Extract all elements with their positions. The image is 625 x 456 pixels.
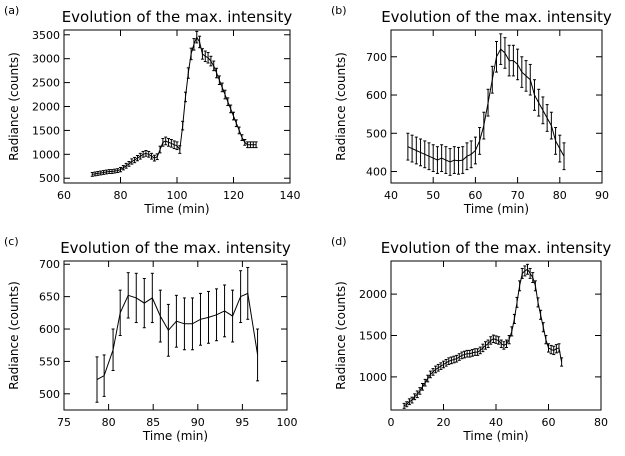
panel-label: (a) [4, 4, 19, 17]
y-tick-label: 1000 [359, 371, 387, 384]
y-tick-label: 2500 [32, 77, 60, 90]
y-tick-label: 1500 [32, 124, 60, 137]
chart-title: Evolution of the max. intensity [62, 8, 293, 26]
x-tick-label: 80 [102, 416, 116, 429]
x-tick-label: 100 [167, 189, 188, 202]
y-tick-label: 500 [366, 127, 387, 140]
y-tick-label: 500 [39, 388, 60, 401]
x-tick-label: 60 [542, 416, 556, 429]
x-tick-label: 40 [384, 189, 398, 202]
x-axis-label: Time (min) [463, 202, 529, 216]
series-line [92, 36, 257, 175]
x-axis-label: Time (min) [143, 202, 209, 216]
x-axis-label: Time (min) [462, 429, 528, 443]
y-tick-label: 2000 [359, 288, 387, 301]
x-tick-label: 90 [191, 416, 205, 429]
y-tick-label: 1000 [32, 148, 60, 161]
x-axis-label: Time (min) [142, 429, 208, 443]
chart-title: Evolution of the max. intensity [381, 8, 612, 26]
x-tick-label: 75 [57, 416, 71, 429]
panel-c: (c) Evolution of the max. intensity 75 80 85… [4, 235, 298, 443]
x-tick-label: 50 [426, 189, 440, 202]
chart-title: Evolution of the max. intensity [381, 239, 612, 257]
y-tick-label: 700 [39, 258, 60, 271]
x-tick-label: 0 [388, 416, 395, 429]
y-axis-label: Radiance (counts) [334, 52, 348, 161]
y-tick-label: 550 [39, 355, 60, 368]
chart-title: Evolution of the max. intensity [60, 239, 291, 257]
y-tick-label: 650 [39, 291, 60, 304]
x-tick-label: 20 [437, 416, 451, 429]
x-tick-label: 80 [114, 189, 128, 202]
series-line [403, 268, 563, 407]
y-tick-label: 3000 [32, 53, 60, 66]
x-tick-label: 95 [235, 416, 249, 429]
series-line [96, 292, 259, 381]
y-tick-label: 700 [366, 51, 387, 64]
x-tick-label: 140 [280, 189, 301, 202]
plot-frame [63, 260, 288, 411]
panel-b: (b) Evolution of the max. intensity 40 50 60… [331, 4, 612, 216]
x-tick-label: 80 [594, 416, 608, 429]
y-tick-label: 600 [39, 323, 60, 336]
x-tick-label: 80 [553, 189, 567, 202]
x-tick-label: 120 [223, 189, 244, 202]
plot-frame [63, 29, 291, 184]
plot-frame [390, 29, 603, 184]
x-tick-label: 40 [489, 416, 503, 429]
panel-label: (c) [4, 235, 19, 248]
y-tick-label: 500 [39, 172, 60, 185]
panel-a: (a) Evolution of the max. intensity 60 80 10… [4, 4, 301, 216]
x-tick-label: 70 [511, 189, 525, 202]
x-tick-label: 85 [146, 416, 160, 429]
y-tick-label: 600 [366, 89, 387, 102]
y-axis-label: Radiance (counts) [334, 281, 348, 390]
x-tick-label: 100 [277, 416, 298, 429]
x-tick-label: 90 [595, 189, 609, 202]
y-tick-label: 3500 [32, 29, 60, 42]
y-axis-label: Radiance (counts) [7, 281, 21, 390]
series-line [407, 48, 565, 163]
panel-label: (b) [331, 4, 347, 17]
x-tick-label: 60 [57, 189, 71, 202]
y-tick-label: 1500 [359, 330, 387, 343]
panel-label: (d) [331, 235, 347, 248]
y-tick-label: 2000 [32, 101, 60, 114]
y-axis-label: Radiance (counts) [7, 52, 21, 161]
panel-d: (d) Evolution of the max. intensity 0 20 40 6… [331, 235, 611, 443]
x-tick-label: 60 [468, 189, 482, 202]
y-tick-label: 400 [366, 166, 387, 179]
